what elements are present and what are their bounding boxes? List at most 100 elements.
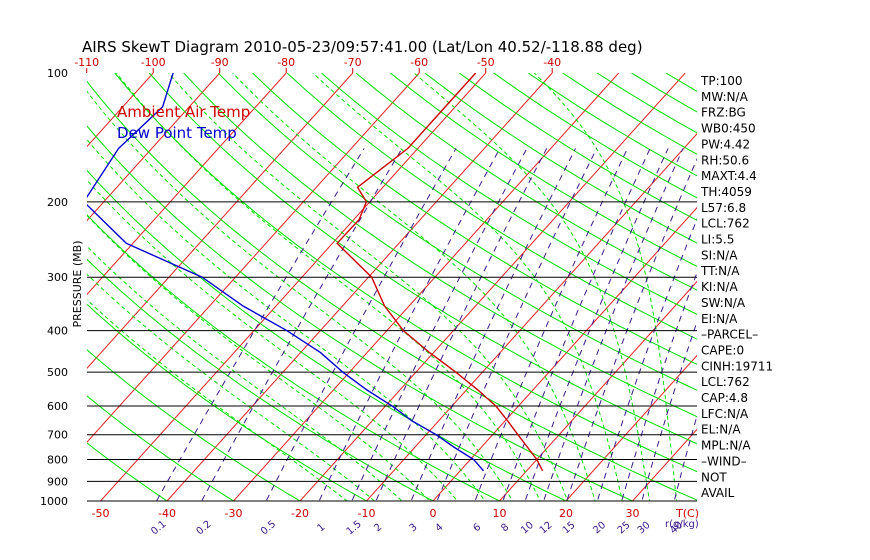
mixing-ratio-line <box>566 157 697 501</box>
index-item: MPL:N/A <box>701 439 751 453</box>
mixing-ratio-tick-label: 0.5 <box>259 519 278 538</box>
moist-adiabat-line <box>87 273 376 501</box>
dry-adiabat-line <box>252 73 697 365</box>
dry-adiabat-line <box>87 258 435 501</box>
isotherm-line <box>299 73 686 501</box>
isotherm-line <box>87 73 354 369</box>
moist-adiabat-line <box>116 73 541 501</box>
ambient-air-temp-line <box>336 73 544 472</box>
dry-adiabat-line <box>148 73 697 445</box>
bottom-axis-unit: T(C) <box>675 507 699 520</box>
bottom-temp-tick-label: -10 <box>358 507 376 520</box>
pressure-tick-label: 200 <box>47 196 68 209</box>
pressure-tick-label: 900 <box>47 475 68 488</box>
chart-title: AIRS SkewT Diagram 2010-05-23/09:57:41.0… <box>82 38 643 56</box>
dry-adiabat-line <box>87 442 168 501</box>
mixing-ratio-tick-label: 8 <box>499 522 511 535</box>
index-item: LCL:762 <box>701 375 750 389</box>
moist-adiabat-line <box>533 73 678 501</box>
isotherm-line <box>87 73 287 296</box>
index-item: TT:N/A <box>700 264 740 278</box>
moist-adiabat-line <box>87 90 514 501</box>
bottom-temp-tick-label: 30 <box>626 507 640 520</box>
mixing-ratio-line <box>524 148 669 501</box>
pressure-tick-label: 1000 <box>40 495 68 508</box>
bottom-temp-tick-label: -50 <box>92 507 110 520</box>
dry-adiabat-line <box>87 214 501 501</box>
dry-adiabat-line <box>459 73 697 221</box>
index-item: LCL:762 <box>701 217 750 231</box>
dry-adiabat-line <box>286 73 697 340</box>
legend-dew-point-temp: Dew Point Temp <box>117 124 237 142</box>
index-item: –WIND– <box>701 454 747 468</box>
mixing-ratio-line <box>410 148 576 501</box>
index-item: KI:N/A <box>701 280 738 294</box>
pressure-tick-label: 700 <box>47 429 68 442</box>
dry-adiabat-line <box>355 73 697 291</box>
mixing-ratio-tick-label: 15 <box>561 520 578 537</box>
dry-adiabat-line <box>87 395 235 501</box>
top-temp-tick-label: -100 <box>141 56 166 69</box>
top-temp-tick-label: -50 <box>477 56 495 69</box>
index-item: L57:6.8 <box>701 201 746 215</box>
index-item: TH:4059 <box>700 185 752 199</box>
dew-point-temp-line <box>87 73 485 472</box>
pressure-tick-label: 600 <box>47 400 68 413</box>
isotherm-line <box>498 280 697 501</box>
moist-adiabat-line <box>87 299 348 501</box>
legend-ambient-air-temp: Ambient Air Temp <box>117 103 250 121</box>
mixing-ratio-line <box>474 148 628 501</box>
index-item: SW:N/A <box>701 296 746 310</box>
pressure-tick-label: 800 <box>47 454 68 467</box>
top-temp-tick-label: -110 <box>74 56 99 69</box>
moist-adiabat-line <box>87 138 486 501</box>
pressure-tick-label: 100 <box>47 67 68 80</box>
y-axis-label: PRESSURE (MB) <box>71 241 84 328</box>
index-item: CAP:4.8 <box>701 391 748 405</box>
index-item: CINH:19711 <box>701 359 773 373</box>
moist-adiabat-line <box>312 73 623 501</box>
mixing-ratio-tick-label: 3 <box>408 522 420 535</box>
mixing-ratio-tick-label: 20 <box>591 520 608 537</box>
mixing-ratio-tick-label: 6 <box>471 522 483 535</box>
index-item: LI:5.5 <box>701 233 734 247</box>
dry-adiabat-line <box>87 169 568 501</box>
index-item: EL:N/A <box>701 423 741 437</box>
isotherm-line <box>99 73 487 501</box>
bottom-temp-tick-label: -30 <box>225 507 243 520</box>
isotherm-line <box>87 73 221 222</box>
index-item: TP:100 <box>700 74 743 88</box>
mixing-ratio-line <box>351 148 528 501</box>
index-item: FRZ:BG <box>701 106 746 120</box>
mixing-ratio-unit: r(g/kg) <box>665 519 699 530</box>
dry-adiabat-line <box>217 73 697 391</box>
isotherm-line <box>166 73 553 501</box>
index-item: SI:N/A <box>701 248 738 262</box>
mixing-ratio-tick-label: 4 <box>434 522 446 535</box>
dry-adiabat-line <box>183 73 697 418</box>
index-item: MW:N/A <box>701 90 749 104</box>
isotherm-line <box>824 73 870 510</box>
dry-adiabat-line <box>87 349 301 501</box>
index-item: NOT <box>701 470 727 484</box>
isotherm-line <box>757 73 870 510</box>
mixing-ratio-tick-label: 12 <box>538 520 555 537</box>
index-item: WB0:450 <box>701 122 756 136</box>
bottom-temp-tick-label: 10 <box>493 507 507 520</box>
pressure-tick-label: 300 <box>47 271 68 284</box>
dry-adiabat-line <box>665 73 697 92</box>
mixing-ratio-tick-label: 1.5 <box>345 519 364 538</box>
moist-adiabat-line <box>413 73 651 501</box>
top-temp-tick-label: -40 <box>543 56 561 69</box>
isobars <box>87 201 697 502</box>
bottom-temp-tick-label: 20 <box>559 507 573 520</box>
dry-adiabat-line <box>321 73 697 315</box>
moist-adiabat-line <box>168 73 569 501</box>
bottom-temp-tick-label: -40 <box>158 507 176 520</box>
dry-adiabat-line <box>390 73 697 267</box>
dry-adiabat-line <box>631 73 697 113</box>
top-temp-tick-label: -60 <box>410 56 428 69</box>
moist-adiabat-line <box>232 73 596 501</box>
